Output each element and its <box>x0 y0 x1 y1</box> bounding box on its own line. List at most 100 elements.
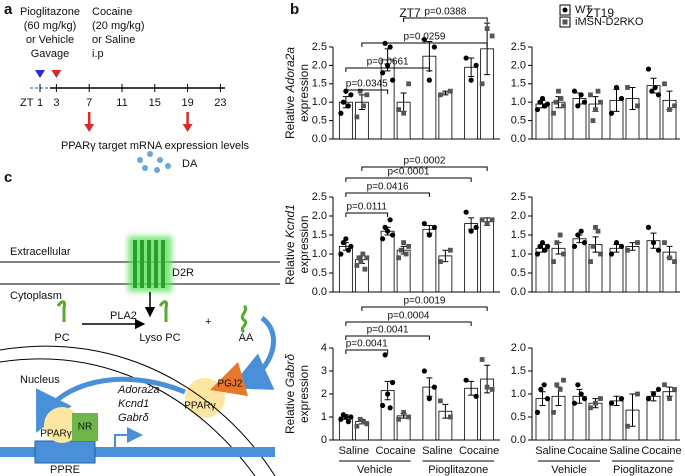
annotation: p=0.0416 <box>367 182 409 193</box>
column-title: ZT7 <box>399 6 421 20</box>
data-point <box>426 77 432 83</box>
data-point <box>672 387 677 392</box>
y-tick-label: 0.5 <box>511 267 526 279</box>
y-tick-label: 0.5 <box>511 411 526 423</box>
data-point <box>361 419 366 424</box>
x-tick-label: Cocaine <box>641 445 681 457</box>
annotation: p=0.0259 <box>404 32 446 43</box>
timeline-tick-label: 3 <box>53 97 59 109</box>
data-point <box>595 228 601 234</box>
data-point <box>554 240 560 245</box>
data-point <box>421 368 427 374</box>
data-point <box>345 103 351 109</box>
data-point <box>618 396 625 402</box>
y-tick-label: 0.0 <box>511 286 526 298</box>
column-title: ZT19 <box>586 6 614 20</box>
data-point <box>538 386 544 392</box>
data-point <box>406 414 412 420</box>
timeline-tick-label: 1 <box>37 97 43 109</box>
data-point <box>343 414 349 420</box>
data-point <box>635 391 640 397</box>
data-point <box>649 88 655 94</box>
y-axis-label: expression <box>297 64 311 122</box>
data-point <box>406 81 412 87</box>
data-point <box>575 232 581 238</box>
data-point <box>401 110 407 116</box>
text: + <box>205 316 211 328</box>
data-point <box>554 382 560 388</box>
data-point <box>539 95 546 102</box>
data-point <box>380 70 386 76</box>
legend-label: WT <box>575 4 592 16</box>
data-point <box>463 377 469 383</box>
data-point <box>345 247 351 253</box>
caption: PPARγ target mRNA expression levels <box>61 140 250 152</box>
text: DA <box>182 158 198 170</box>
bracket <box>345 321 472 326</box>
bar <box>422 228 437 293</box>
data-point <box>479 81 485 87</box>
y-axis-label: Relative Gabrδ <box>283 354 297 434</box>
data-point <box>652 84 658 91</box>
y-tick-label: 1.0 <box>511 248 526 260</box>
x-tick-label: Saline <box>422 445 453 457</box>
text: Cocaine <box>92 6 132 18</box>
data-point <box>613 84 620 91</box>
data-point <box>534 106 541 113</box>
text: or Saline <box>92 34 135 46</box>
data-point <box>396 416 402 422</box>
data-point <box>468 77 474 83</box>
group-label: Vehicle <box>357 464 392 476</box>
data-point <box>625 85 630 90</box>
data-point <box>581 396 588 402</box>
timeline-tick-label: 7 <box>86 97 92 109</box>
data-point <box>593 107 598 112</box>
data-point <box>348 92 354 98</box>
y-tick-label: 2.5 <box>511 41 526 53</box>
bracket <box>345 349 389 354</box>
data-point <box>588 405 593 411</box>
data-point <box>338 110 344 116</box>
data-point <box>645 224 652 230</box>
data-point <box>575 103 581 109</box>
gene: Gabrδ <box>118 412 149 424</box>
data-point <box>387 44 393 50</box>
bar <box>646 395 661 441</box>
bracket <box>361 42 488 47</box>
y-tick-label: 0.5 <box>511 115 526 127</box>
y-axis-label: expression <box>297 365 311 423</box>
data-point <box>672 103 677 109</box>
data-point <box>581 99 588 105</box>
data-point <box>655 92 662 98</box>
legend-marker <box>562 7 568 13</box>
data-point <box>463 209 469 215</box>
panel-label: a <box>4 1 13 18</box>
timeline-tick-label: 15 <box>149 97 161 109</box>
x-tick-label: Saline <box>609 445 640 457</box>
data-point <box>581 240 588 246</box>
text: PPARγ <box>184 401 216 412</box>
data-point <box>431 44 437 50</box>
text: PGJ2 <box>217 379 242 390</box>
y-tick-label: 1.5 <box>312 229 327 241</box>
data-point <box>662 81 667 87</box>
data-point <box>387 217 393 223</box>
data-point <box>618 95 625 102</box>
treatment-2: Cocaine (20 mg/kg) or Saline i.p <box>92 6 145 60</box>
data-point <box>551 259 556 264</box>
data-point <box>618 243 625 249</box>
data-point <box>578 228 584 234</box>
data-point <box>595 88 601 94</box>
data-point <box>473 224 479 230</box>
data-point <box>593 400 598 406</box>
annotation: p=0.0041 <box>367 325 409 336</box>
data-point <box>385 228 391 234</box>
data-point <box>613 240 620 246</box>
data-point <box>426 396 432 402</box>
data-point <box>447 414 453 420</box>
chart: 0.0 0.5 1.0 1.5 2.0 2.5 Relative Kcnd1 expressi… <box>283 156 500 298</box>
annotation: p=0.0002 <box>404 156 446 167</box>
data-point <box>667 107 672 112</box>
